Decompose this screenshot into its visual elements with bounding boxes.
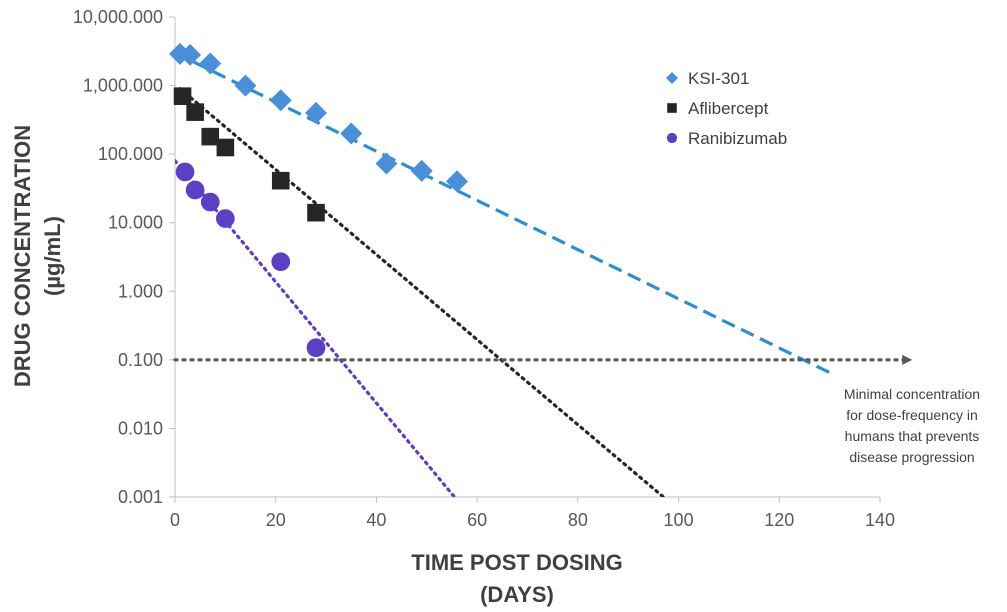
legend-marker-ranibizumab [666, 132, 678, 144]
x-tick-label: 80 [568, 510, 588, 530]
trend-line-ksi-301 [175, 51, 836, 377]
threshold-label-line: Minimal concentration [844, 386, 980, 402]
legend-marker-aflibercept [667, 103, 677, 113]
data-point-ksi-301 [446, 170, 468, 193]
y-tick-label: 10,000.000 [73, 7, 163, 27]
x-tick-label: 140 [865, 510, 895, 530]
x-axis-title-line-1: TIME POST DOSING [411, 550, 622, 575]
y-tick-label: 0.001 [118, 487, 163, 507]
data-point-aflibercept [186, 103, 204, 121]
x-axis-title-line-2: (DAYS) [480, 582, 554, 607]
legend-label-aflibercept: Aflibercept [688, 99, 769, 118]
threshold-annotation: Minimal concentration for dose-frequency … [844, 386, 980, 465]
data-point-ranibizumab [306, 338, 326, 358]
x-tick-label: 20 [266, 510, 286, 530]
data-point-ksi-301 [305, 101, 327, 124]
data-point-ranibizumab [216, 209, 235, 228]
data-point-ranibizumab [200, 192, 220, 212]
data-point-aflibercept [307, 203, 325, 222]
data-point-aflibercept [216, 138, 235, 157]
data-point-ksi-301 [375, 152, 398, 175]
data-point-ksi-301 [234, 74, 257, 97]
x-tick-label: 100 [664, 510, 694, 530]
data-point-aflibercept [201, 127, 220, 146]
y-tick-label: 100.000 [98, 144, 163, 164]
data-point-ranibizumab [175, 162, 195, 182]
legend-marker-ksi-301 [666, 72, 678, 84]
data-point-aflibercept [271, 171, 290, 190]
data-point-ranibizumab [271, 252, 291, 272]
x-tick-label: 120 [764, 510, 794, 530]
y-axis-title-line-1: DRUG CONCENTRATION [10, 125, 35, 387]
x-tick-label: 40 [366, 510, 386, 530]
x-tick-label: 60 [467, 510, 487, 530]
data-point-ranibizumab [185, 180, 205, 200]
data-markers [169, 42, 468, 358]
data-point-ksi-301 [340, 122, 363, 145]
y-tick-label: 0.010 [118, 418, 163, 438]
data-point-aflibercept [173, 87, 192, 105]
y-tick-label: 0.100 [118, 350, 163, 370]
y-tick-label: 10.000 [108, 213, 163, 233]
threshold-label-line: disease progression [849, 449, 974, 465]
x-tick-label: 0 [170, 510, 180, 530]
y-tick-label: 1.000 [118, 281, 163, 301]
trend-line-aflibercept [178, 87, 666, 497]
threshold-label-line: for dose-frequency in [846, 407, 978, 423]
legend: KSI-301 Aflibercept Ranibizumab [666, 69, 787, 148]
y-tick-label: 1,000.000 [83, 76, 163, 96]
threshold-label-line: humans that prevents [845, 428, 980, 444]
data-point-ksi-301 [410, 159, 433, 182]
y-axis-title-line-2: (µg/mL) [40, 216, 65, 296]
data-point-ksi-301 [269, 89, 292, 112]
tick-labels: 0.001 0.010 0.100 1.000 10.000 100.000 1,000.0… [73, 7, 895, 530]
legend-label-ksi-301: KSI-301 [688, 69, 749, 88]
data-point-ksi-301 [179, 43, 202, 66]
data-point-ksi-301 [199, 52, 222, 75]
legend-label-ranibizumab: Ranibizumab [688, 129, 787, 148]
trend-lines [175, 51, 836, 497]
